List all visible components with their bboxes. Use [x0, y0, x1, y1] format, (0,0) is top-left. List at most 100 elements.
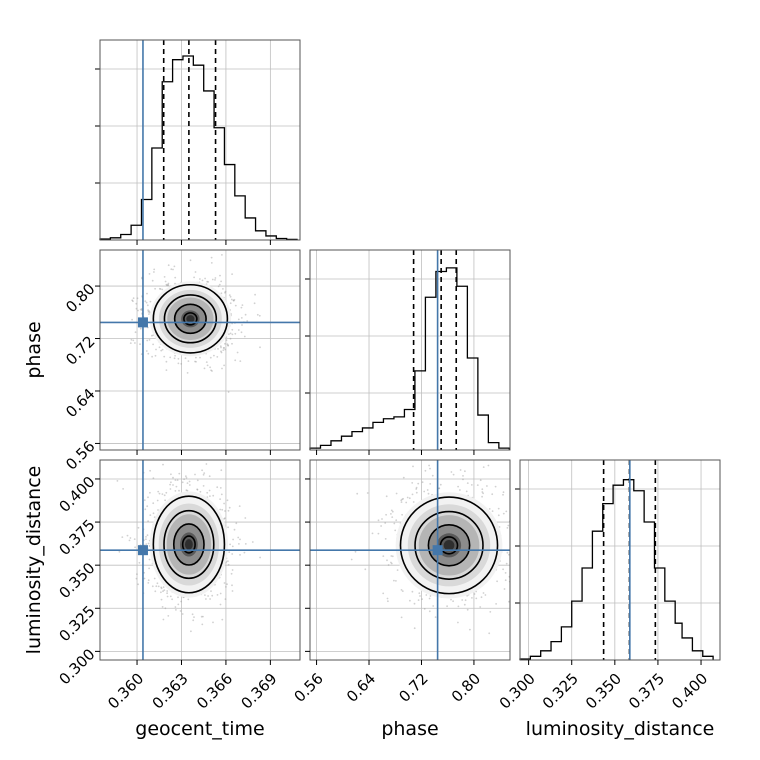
scatter-point — [202, 473, 205, 476]
scatter-point — [256, 313, 259, 316]
scatter-point — [159, 288, 162, 290]
scatter-point — [459, 469, 462, 471]
scatter-point — [185, 489, 188, 492]
scatter-point — [178, 236, 180, 238]
scatter-point — [387, 600, 389, 603]
scatter-point — [237, 318, 240, 321]
scatter-point — [173, 265, 176, 268]
scatter-point — [209, 495, 211, 497]
scatter-point — [172, 484, 174, 486]
scatter-point — [160, 587, 163, 590]
scatter-point — [148, 339, 151, 341]
scatter-point — [169, 488, 172, 490]
scatter-point — [232, 538, 235, 541]
y-tick-label: 0.325 — [55, 602, 98, 645]
scatter-point — [133, 538, 136, 540]
density-level — [186, 315, 195, 323]
scatter-point — [211, 370, 213, 372]
scatter-point — [466, 482, 469, 484]
scatter-point — [128, 539, 131, 542]
scatter-point — [221, 618, 224, 621]
scatter-point — [230, 572, 233, 575]
scatter-point — [146, 292, 148, 295]
scatter-point — [230, 298, 233, 301]
scatter-point — [471, 597, 473, 599]
scatter-point — [209, 366, 212, 369]
scatter-point — [390, 562, 393, 565]
scatter-point — [152, 477, 155, 480]
scatter-point — [491, 510, 494, 512]
scatter-point — [194, 360, 196, 363]
scatter-point — [224, 348, 227, 351]
scatter-point — [152, 343, 155, 346]
x-tick-label: 0.72 — [395, 670, 431, 706]
scatter-point — [487, 464, 490, 467]
scatter-point — [149, 469, 152, 472]
scatter-point — [216, 356, 219, 358]
scatter-point — [163, 589, 166, 591]
contour-line — [399, 496, 499, 595]
scatter-point — [224, 598, 227, 600]
scatter-point — [462, 475, 464, 477]
scatter-point — [169, 483, 172, 486]
scatter-point — [152, 502, 155, 505]
x-tick-label: 0.325 — [539, 670, 582, 713]
scatter-point — [145, 350, 148, 352]
scatter-point — [227, 344, 230, 347]
x-tick-label: 0.300 — [496, 670, 539, 713]
scatter-point — [239, 538, 241, 541]
x-tick-label: 0.366 — [193, 670, 236, 713]
scatter-point — [502, 568, 504, 571]
scatter-point — [151, 355, 154, 358]
scatter-point — [224, 291, 226, 294]
scatter-point — [209, 356, 212, 359]
scatter-point — [177, 357, 180, 360]
density-level — [443, 540, 455, 551]
joint-content — [310, 460, 517, 660]
x-axis-label-geocent_time: geocent_time — [135, 718, 264, 740]
scatter-point — [172, 268, 174, 271]
scatter-point — [457, 605, 460, 608]
scatter-point — [140, 308, 143, 310]
scatter-point — [222, 347, 225, 349]
scatter-point — [393, 579, 395, 582]
scatter-point — [401, 590, 404, 592]
scatter-point — [391, 510, 394, 513]
y-tick-label: 0.300 — [55, 645, 98, 688]
scatter-point — [224, 517, 226, 520]
scatter-point — [515, 526, 517, 528]
scatter-point — [177, 603, 180, 606]
scatter-point — [463, 603, 466, 606]
y-tick-label: 0.350 — [55, 559, 98, 602]
scatter-point — [143, 499, 146, 501]
scatter-point — [220, 469, 223, 472]
scatter-point — [254, 293, 256, 296]
scatter-point — [229, 295, 232, 298]
scatter-point — [136, 573, 138, 575]
scatter-point — [135, 302, 138, 305]
contour-line — [152, 495, 226, 594]
scatter-point — [240, 331, 243, 334]
x-tick-label: 0.400 — [668, 670, 711, 713]
scatter-point — [137, 309, 139, 312]
scatter-point — [184, 357, 187, 360]
scatter-point — [163, 494, 166, 497]
scatter-point — [218, 283, 221, 286]
scatter-point — [259, 556, 261, 559]
scatter-point — [202, 485, 205, 487]
scatter-point — [180, 363, 183, 365]
scatter-point — [384, 522, 387, 524]
scatter-point — [488, 508, 491, 510]
x-tick-label: 0.360 — [104, 670, 147, 713]
scatter-point — [146, 304, 149, 307]
scatter-point — [153, 271, 155, 273]
scatter-point — [167, 264, 170, 267]
scatter-point — [170, 268, 173, 271]
scatter-point — [152, 512, 155, 515]
scatter-point — [237, 536, 240, 539]
scatter-point — [219, 274, 221, 277]
scatter-point — [160, 591, 162, 594]
scatter-point — [419, 595, 421, 597]
scatter-point — [216, 486, 219, 489]
scatter-point — [116, 480, 119, 482]
